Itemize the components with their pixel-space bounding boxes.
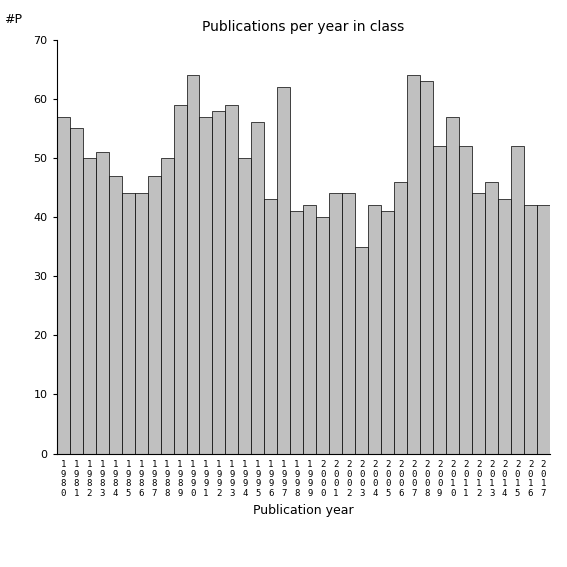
Bar — [459, 146, 472, 454]
Bar — [200, 117, 213, 454]
Bar — [213, 111, 226, 454]
Bar — [329, 193, 342, 454]
Bar — [160, 158, 174, 454]
Bar — [537, 205, 550, 454]
Bar — [96, 152, 109, 454]
Bar — [511, 146, 524, 454]
Bar — [147, 176, 160, 454]
Bar — [316, 217, 329, 454]
Bar — [368, 205, 381, 454]
Bar — [381, 211, 394, 454]
Bar — [472, 193, 485, 454]
Bar — [394, 181, 407, 454]
Bar — [239, 158, 251, 454]
Bar — [109, 176, 121, 454]
Bar — [433, 146, 446, 454]
Bar — [264, 200, 277, 454]
Bar — [251, 122, 264, 454]
Bar — [342, 193, 356, 454]
Bar — [121, 193, 134, 454]
Bar — [70, 128, 83, 454]
Bar — [83, 158, 96, 454]
Bar — [446, 117, 459, 454]
Bar — [290, 211, 303, 454]
Bar — [356, 247, 368, 454]
Bar — [303, 205, 316, 454]
Bar — [420, 81, 433, 454]
Bar — [226, 105, 239, 454]
X-axis label: Publication year: Publication year — [253, 503, 354, 517]
Bar — [524, 205, 537, 454]
Bar — [407, 75, 420, 454]
Bar — [498, 200, 511, 454]
Bar — [134, 193, 147, 454]
Bar — [174, 105, 187, 454]
Bar — [277, 87, 290, 454]
Bar — [485, 181, 498, 454]
Title: Publications per year in class: Publications per year in class — [202, 20, 404, 35]
Bar — [187, 75, 200, 454]
Bar — [57, 117, 70, 454]
Text: #P: #P — [4, 13, 22, 26]
